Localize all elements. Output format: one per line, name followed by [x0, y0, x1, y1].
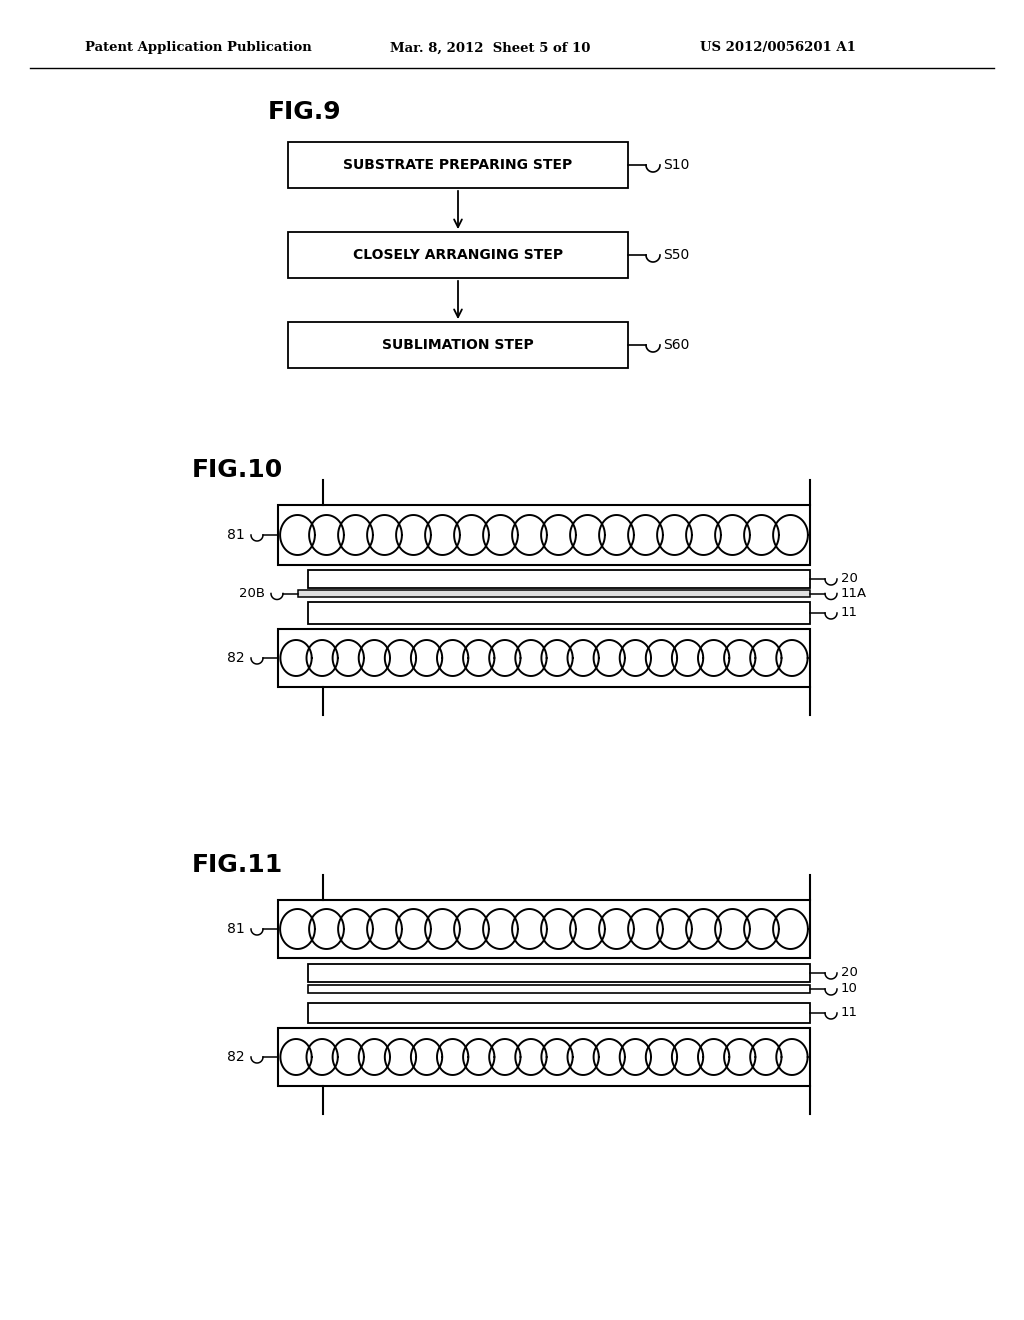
Text: 11: 11 [841, 606, 858, 619]
Text: CLOSELY ARRANGING STEP: CLOSELY ARRANGING STEP [353, 248, 563, 261]
Bar [278, 900, 810, 958]
Text: 82: 82 [227, 651, 245, 665]
Text: S50: S50 [663, 248, 689, 261]
Text: FIG.9: FIG.9 [268, 100, 342, 124]
Text: SUBLIMATION STEP: SUBLIMATION STEP [382, 338, 534, 352]
Text: 10: 10 [841, 982, 858, 995]
Text: FIG.10: FIG.10 [193, 458, 284, 482]
Bar [308, 602, 810, 624]
Bar [308, 570, 810, 587]
Text: FIG.11: FIG.11 [193, 853, 284, 876]
Text: 81: 81 [227, 921, 245, 936]
Text: 20B: 20B [239, 587, 265, 601]
Text: 82: 82 [227, 1049, 245, 1064]
Bar [288, 143, 628, 187]
Text: 20: 20 [841, 966, 858, 979]
Text: US 2012/0056201 A1: US 2012/0056201 A1 [700, 41, 856, 54]
Bar [278, 630, 810, 686]
Text: SUBSTRATE PREPARING STEP: SUBSTRATE PREPARING STEP [343, 158, 572, 172]
Text: S60: S60 [663, 338, 689, 352]
Bar [278, 1028, 810, 1086]
Text: S10: S10 [663, 158, 689, 172]
Bar [288, 232, 628, 279]
Bar [308, 985, 810, 993]
Bar [308, 1003, 810, 1023]
Text: Patent Application Publication: Patent Application Publication [85, 41, 311, 54]
Text: 81: 81 [227, 528, 245, 543]
Bar [298, 590, 810, 597]
Text: 11: 11 [841, 1006, 858, 1019]
Text: 20: 20 [841, 573, 858, 586]
Text: Mar. 8, 2012  Sheet 5 of 10: Mar. 8, 2012 Sheet 5 of 10 [390, 41, 591, 54]
Text: 11A: 11A [841, 587, 867, 601]
Bar [308, 964, 810, 982]
Bar [278, 506, 810, 565]
Bar [288, 322, 628, 368]
